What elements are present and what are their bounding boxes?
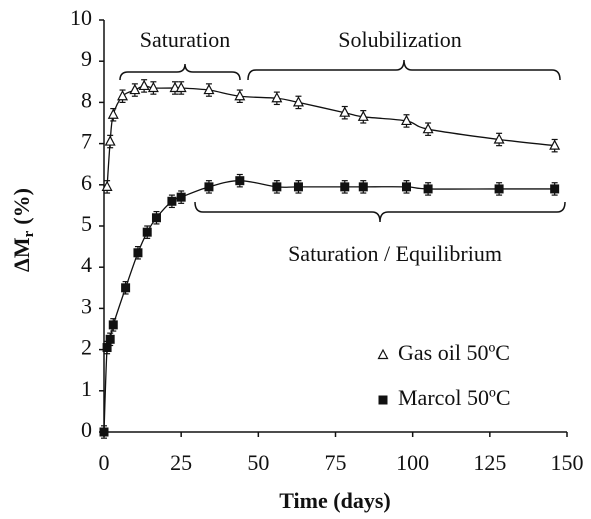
point — [235, 176, 245, 186]
point — [151, 213, 161, 223]
point — [147, 81, 159, 93]
legend-marker — [377, 348, 389, 360]
point — [340, 182, 350, 192]
point — [292, 96, 304, 107]
y-tick-label: 4 — [81, 252, 92, 277]
point — [422, 122, 434, 134]
y-tick-label: 7 — [81, 129, 92, 154]
y-tick-label: 0 — [81, 417, 92, 442]
point — [423, 184, 433, 194]
fit-curve — [106, 85, 555, 187]
y-axis-title: ΔMr (%) — [9, 188, 37, 272]
y-tick-label: 10 — [70, 5, 92, 30]
point — [138, 79, 150, 91]
y-tick-label: 1 — [81, 376, 92, 401]
y-title-unit: (%) — [9, 188, 34, 225]
point — [401, 182, 411, 192]
point — [234, 89, 246, 101]
brace — [194, 201, 566, 223]
y-tick-label: 6 — [81, 170, 92, 195]
point — [203, 83, 215, 95]
x-tick-label: 150 — [551, 450, 584, 475]
point — [550, 184, 560, 194]
y-tick-label: 8 — [81, 87, 92, 112]
point — [175, 81, 187, 93]
point — [167, 196, 177, 206]
point — [121, 283, 131, 293]
point — [142, 227, 152, 237]
x-tick-label: 50 — [247, 450, 269, 475]
legend-label: Gas oil 50ºC — [398, 340, 510, 365]
x-tick-label: 125 — [473, 450, 506, 475]
legend-label: Marcol 50ºC — [398, 385, 511, 410]
point — [339, 106, 351, 117]
x-tick-label: 75 — [325, 450, 347, 475]
point — [549, 139, 561, 150]
brace — [247, 59, 561, 81]
point — [107, 108, 119, 119]
brace — [119, 63, 241, 81]
point — [108, 320, 118, 330]
x-axis-title: Time (days) — [279, 488, 390, 513]
point — [99, 427, 109, 437]
point — [494, 184, 504, 194]
legend-marker — [378, 395, 388, 405]
point — [204, 182, 214, 192]
point — [357, 110, 369, 121]
point — [101, 180, 113, 191]
y-title-main: ΔM — [9, 237, 34, 272]
x-tick-label: 100 — [396, 450, 429, 475]
point — [117, 89, 129, 101]
point — [493, 133, 505, 144]
point — [271, 91, 283, 103]
annotation: Solubilization — [338, 27, 461, 52]
point — [133, 248, 143, 258]
point — [105, 334, 115, 344]
y-tick-label: 2 — [81, 335, 92, 360]
point — [129, 83, 141, 95]
y-tick-label: 3 — [81, 293, 92, 318]
x-tick-label: 0 — [99, 450, 110, 475]
point — [358, 182, 368, 192]
point — [272, 182, 282, 192]
point — [104, 135, 116, 146]
point — [176, 192, 186, 202]
y-tick-label: 9 — [81, 46, 92, 71]
y-title-sub: r — [21, 230, 37, 237]
annotation: Saturation — [140, 27, 230, 52]
y-tick-label: 5 — [81, 211, 92, 236]
point — [293, 182, 303, 192]
point — [400, 114, 412, 126]
point — [102, 343, 112, 353]
annotation: Saturation / Equilibrium — [288, 241, 502, 266]
x-tick-label: 25 — [170, 450, 192, 475]
